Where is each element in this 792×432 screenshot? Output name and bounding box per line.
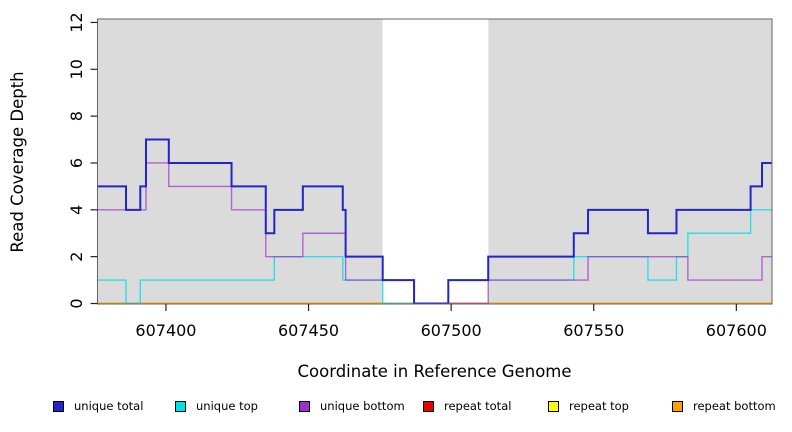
masked-region-left — [97, 19, 383, 304]
x-tick-label: 607400 — [135, 321, 196, 340]
x-axis-title: Coordinate in Reference Genome — [297, 362, 572, 381]
y-tick-label: 2 — [67, 252, 86, 262]
y-tick-label: 10 — [67, 59, 86, 79]
y-tick-label: 0 — [67, 298, 86, 308]
series-unique-total — [97, 138, 772, 305]
plot-box — [97, 18, 773, 305]
y-tick-label: 8 — [67, 111, 86, 121]
masked-region-right — [488, 19, 772, 304]
y-tick-label: 4 — [67, 205, 86, 215]
y-tick-label: 6 — [67, 158, 86, 168]
y-tick-label: 12 — [67, 12, 86, 32]
x-tick-label: 607450 — [278, 321, 339, 340]
unmasked-band — [382, 19, 489, 304]
y-axis-title: Read Coverage Depth — [8, 71, 27, 253]
x-tick-label: 607500 — [421, 321, 482, 340]
x-tick-label: 607600 — [706, 321, 767, 340]
x-tick-label: 607550 — [563, 321, 624, 340]
